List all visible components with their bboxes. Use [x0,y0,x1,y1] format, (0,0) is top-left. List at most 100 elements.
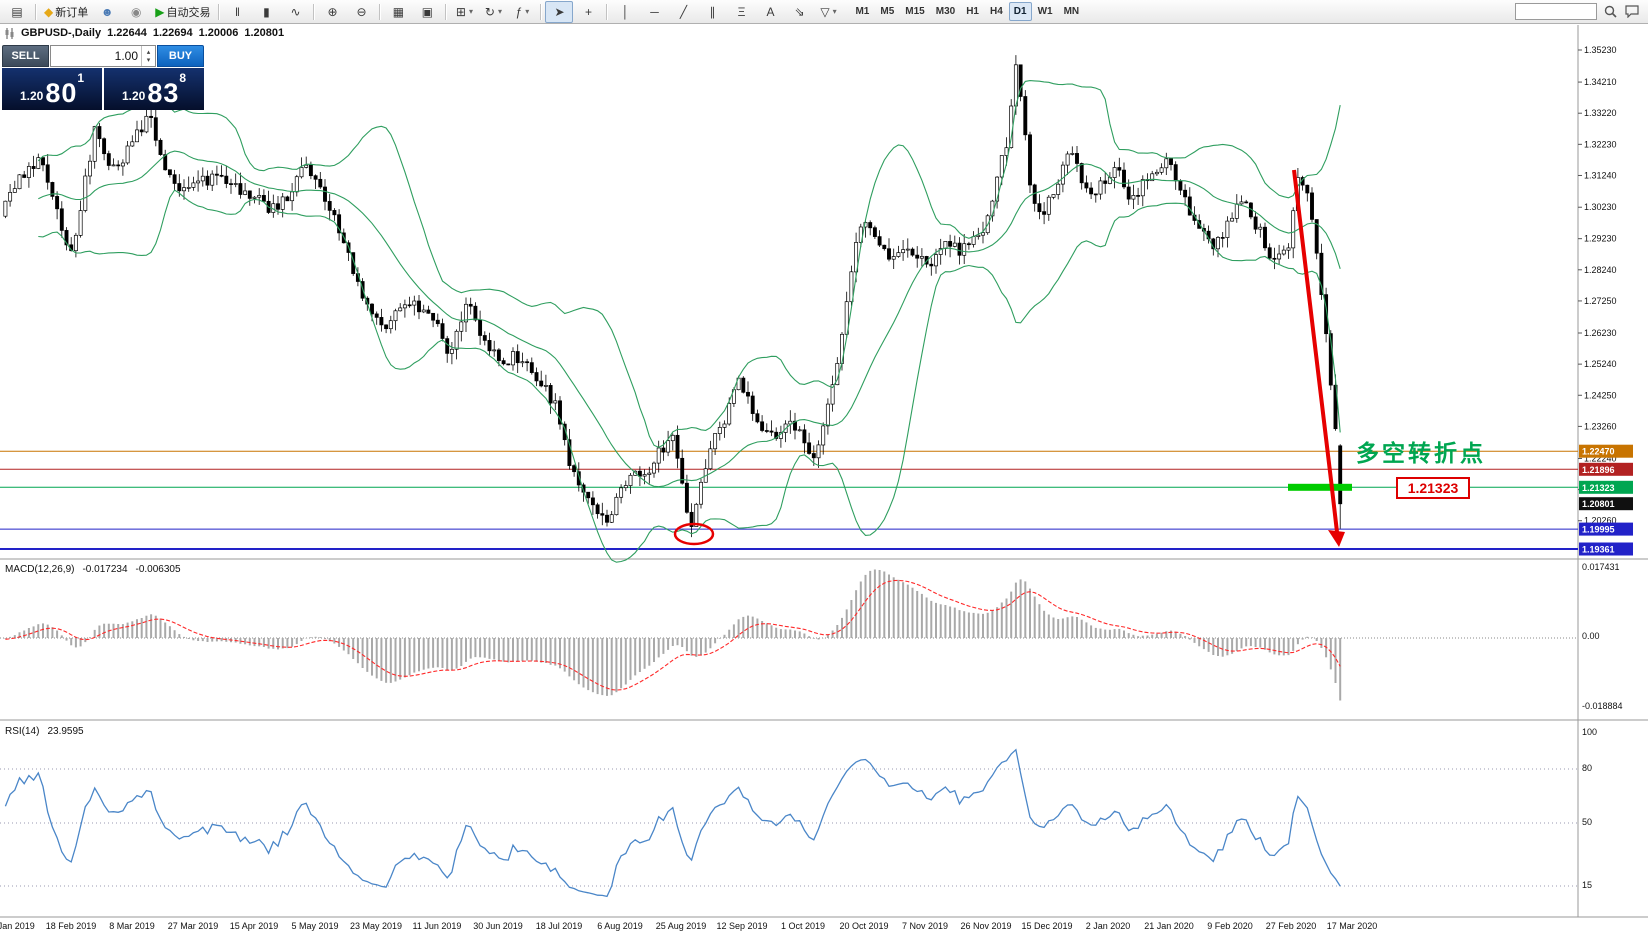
crosshair-icon[interactable]: + [584,4,592,19]
rsi-label: RSI(14) 23.9595 [5,726,84,737]
svg-text:1.19361: 1.19361 [1582,545,1615,555]
date-label: 30 Jun 2019 [473,921,523,931]
timeframe-w1[interactable]: W1 [1037,6,1053,17]
svg-text:1.24250: 1.24250 [1584,390,1617,400]
price-tag [1579,480,1633,494]
horizontal-line-icon[interactable]: ─ [650,4,659,19]
rsi-level-80: 80 [1582,763,1593,773]
svg-text:1.20260: 1.20260 [1584,516,1617,526]
buy-button[interactable]: BUY [157,45,204,67]
trendline-icon[interactable]: ╱ [679,4,688,19]
toolbar-right-group [1515,3,1645,21]
annotation-cn-text: 多空转折点 [1356,440,1486,466]
date-label: 25 Aug 2019 [656,921,707,931]
auto-arrange-icon[interactable]: ▣ [421,4,434,19]
rsi-name: RSI(14) [5,726,40,737]
text-icon[interactable]: A [766,4,775,19]
shapes-icon[interactable]: ▽ ▾ [820,4,837,19]
svg-text:1.29230: 1.29230 [1584,234,1617,244]
timeframe-d1[interactable]: D1 [1008,2,1032,21]
timeframe-m5[interactable]: M5 [880,6,895,17]
price-tag [1579,444,1633,458]
svg-text:1.21896: 1.21896 [1582,465,1615,475]
chevron-down-icon: ▾ [525,7,530,16]
ohlc-high: 1.22694 [152,27,193,39]
date-label: 20 Oct 2019 [839,921,888,931]
cursor-icon[interactable]: ➤ [545,0,574,23]
price-axis[interactable]: 1.35230 1.34210 1.33220 1.32230 1.31240 1.302… [1578,45,1633,556]
macd-scale-top: 0.017431 [1582,562,1620,572]
candles-layer [3,55,1343,538]
timeframe-h1[interactable]: H1 [966,6,979,17]
toolbar-separator [218,3,220,20]
macd-signal-line [5,579,1341,691]
toolbar-separator [540,3,542,20]
buy-price-panel[interactable]: 1.20 83 8 [104,68,204,110]
chevron-down-icon: ▾ [497,7,502,16]
timeframe-mn[interactable]: MN [1063,6,1080,17]
svg-text:1.23260: 1.23260 [1584,421,1617,431]
toolbar-separator [313,3,315,20]
autotrading-button[interactable]: ▶ 自动交易 [155,4,211,19]
time-axis[interactable]: 30 Jan 2019 18 Feb 2019 8 Mar 2019 27 Mar 2… [0,921,1377,931]
toolbar-separator [35,3,36,20]
buy-price-pip: 8 [179,71,187,85]
bollinger-bands-layer[interactable] [37,80,1341,563]
community-icon[interactable]: ◉ [130,4,142,19]
fibonacci-icon[interactable]: Ξ [737,4,746,19]
chat-icon[interactable] [1623,3,1641,21]
svg-text:1.22470: 1.22470 [1582,447,1615,457]
svg-text:1.34210: 1.34210 [1584,77,1617,87]
channel-icon[interactable]: ∥ [709,4,716,19]
macd-value-signal: -0.006305 [135,564,181,575]
chart-type-icon [5,27,14,39]
indicators-icon[interactable]: ƒ ▾ [515,4,530,19]
zoom-out-icon[interactable]: ⊖ [356,4,367,19]
macd-scale-bottom: -0.018884 [1582,701,1623,711]
new-chart-icon[interactable]: ⊞ ▾ [455,4,473,19]
candlestick-chart-icon[interactable]: ▮ [263,4,270,19]
date-label: 26 Nov 2019 [960,921,1011,931]
sell-button[interactable]: SELL [2,45,49,67]
new-chart-window-icon[interactable]: ▤ [11,4,23,19]
zoom-in-icon[interactable]: ⊕ [327,4,338,19]
annotation-price-callout[interactable]: 1.21323 [1396,477,1470,499]
volume-field[interactable]: 1.00 ▴ ▾ [50,45,156,67]
volume-up-icon[interactable]: ▴ [146,49,151,56]
new-order-button[interactable]: ◆ 新订单 [44,4,89,19]
toolbar-separator [445,3,447,20]
tile-windows-icon[interactable]: ▦ [392,4,405,19]
chevron-down-icon: ▾ [468,7,473,16]
date-label: 8 Mar 2019 [109,921,155,931]
low-circle-annotation [673,522,715,546]
bar-chart-icon[interactable]: ‖ [234,4,240,19]
volume-stepper[interactable]: ▴ ▾ [141,46,155,66]
symbol-name: GBPUSD-,Daily [21,27,102,39]
toolbar-separator [379,3,381,20]
profiles-icon[interactable]: ↻ ▾ [484,4,502,19]
annotations-layer[interactable] [673,169,1352,547]
symbol-search-input[interactable] [1515,3,1597,20]
search-icon[interactable] [1601,3,1619,21]
sell-price-panel[interactable]: 1.20 80 1 [2,68,102,110]
macd-scale-zero: 0.00 [1582,631,1600,641]
svg-text:1.33220: 1.33220 [1584,108,1617,118]
vertical-line-icon[interactable]: │ [621,4,630,19]
timeframe-h4[interactable]: H4 [989,6,1003,17]
horizontal-lines-layer[interactable] [0,450,1578,551]
accounts-icon[interactable]: ☻ [100,4,114,19]
line-chart-icon[interactable]: ∿ [290,4,301,19]
timeframe-m1[interactable]: M1 [855,6,870,17]
svg-text:1.35230: 1.35230 [1584,45,1617,55]
volume-down-icon[interactable]: ▾ [146,57,151,64]
chevron-down-icon: ▾ [832,7,837,16]
timeframe-m15[interactable]: M15 [905,6,925,17]
volume-value[interactable]: 1.00 [114,49,138,63]
sell-price-pip: 1 [77,71,85,85]
svg-text:1.22240: 1.22240 [1584,454,1617,464]
timeframe-m30[interactable]: M30 [935,6,956,17]
arrows-icon[interactable]: ⇘ [794,4,805,19]
rsi-value: 23.9595 [47,726,84,737]
